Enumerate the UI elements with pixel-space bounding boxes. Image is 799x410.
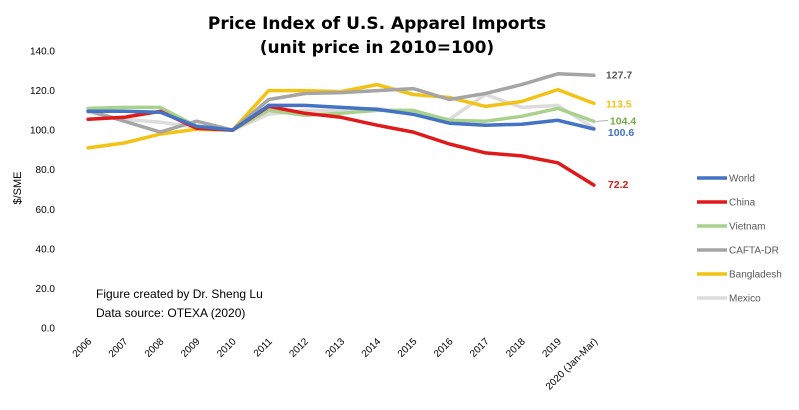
x-tick-label: 2010 — [215, 336, 239, 360]
chart-title: Price Index of U.S. Apparel Imports — [208, 14, 546, 34]
x-tick-label: 2019 — [540, 336, 564, 360]
y-tick-label: 120.0 — [30, 86, 55, 97]
end-label-china: 72.2 — [608, 179, 629, 191]
y-tick-label: 140.0 — [30, 47, 55, 58]
x-tick-label: 2011 — [252, 336, 275, 359]
end-label-world: 100.6 — [608, 127, 634, 139]
y-tick-label: 60.0 — [36, 205, 56, 216]
x-tick-label: 2016 — [432, 336, 456, 360]
y-tick-label: 80.0 — [36, 165, 56, 176]
legend-item: CAFTA-DR — [697, 246, 779, 257]
legend-item: Vietnam — [697, 222, 766, 233]
legend-label: Bangladesh — [729, 270, 782, 281]
legend-item: Mexico — [697, 294, 761, 305]
x-tick-label: 2014 — [360, 336, 384, 360]
y-tick-label: 100.0 — [30, 126, 55, 137]
legend-label: World — [729, 174, 755, 185]
legend-label: Vietnam — [729, 222, 766, 233]
end-label-leader — [595, 119, 608, 122]
x-tick-label: 2006 — [71, 336, 95, 360]
x-tick-label: 2018 — [504, 336, 528, 360]
x-tick-label: 2013 — [324, 336, 348, 360]
end-label-bangladesh: 113.5 — [606, 98, 632, 110]
end-label-vietnam: 104.4 — [610, 115, 636, 127]
series-line-cafta-dr — [86, 72, 596, 134]
chart-subtitle: (unit price in 2010=100) — [260, 38, 494, 58]
end-label-cafta-dr: 127.7 — [606, 69, 632, 81]
y-tick-label: 0.0 — [41, 324, 55, 335]
series-line-vietnam — [86, 105, 596, 132]
x-tick-label: 2017 — [468, 336, 492, 360]
source-annotation: Data source: OTEXA (2020) — [96, 306, 245, 320]
y-tick-label: 20.0 — [36, 284, 56, 295]
credit-annotation: Figure created by Dr. Sheng Lu — [96, 287, 263, 301]
y-tick-label: 40.0 — [36, 244, 56, 255]
legend-label: Mexico — [729, 294, 761, 305]
legend-label: China — [729, 198, 756, 209]
x-tick-label: 2015 — [396, 336, 420, 360]
x-tick-label: 2012 — [287, 336, 311, 360]
y-axis-label: $/SME — [12, 171, 24, 204]
legend-item: China — [697, 198, 756, 209]
x-tick-label: 2007 — [107, 336, 131, 360]
legend-item: World — [697, 174, 755, 185]
x-tick-label: 2009 — [179, 336, 203, 360]
legend-item: Bangladesh — [697, 270, 782, 281]
legend-label: CAFTA-DR — [729, 246, 779, 257]
series-line-world — [86, 103, 596, 132]
x-tick-label: 2008 — [143, 336, 167, 360]
